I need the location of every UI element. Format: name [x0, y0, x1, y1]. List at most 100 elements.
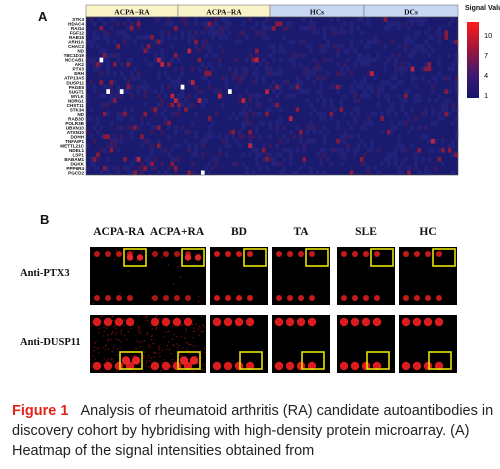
heatmap-cell [187, 129, 192, 135]
heatmap-cell [177, 111, 181, 117]
background-speckle [161, 318, 163, 320]
background-speckle [149, 325, 152, 327]
heatmap-cell [403, 156, 408, 162]
background-speckle [169, 365, 172, 368]
heatmap-cell [437, 71, 442, 76]
heatmap-cell [343, 129, 347, 135]
heatmap-cell [265, 66, 269, 72]
heatmap-cell [217, 26, 222, 31]
heatmap-cell [403, 93, 408, 99]
heatmap-cell [315, 111, 320, 117]
heatmap-cell [207, 44, 212, 49]
heatmap-cell [96, 129, 100, 135]
heatmap-cell [451, 66, 455, 72]
heatmap-cell [447, 75, 452, 81]
heatmap-cell [424, 48, 428, 54]
heatmap-cell [390, 120, 394, 126]
background-speckle [123, 324, 126, 327]
heatmap-cell [309, 21, 313, 27]
heatmap-cell [261, 57, 266, 63]
heatmap-cell [173, 129, 178, 135]
heatmap-cell [153, 125, 158, 130]
heatmap-cell [89, 161, 93, 167]
background-speckle [191, 370, 193, 373]
control-spot [127, 295, 133, 301]
heatmap-cell [278, 152, 283, 158]
control-spot [150, 317, 160, 327]
heatmap-cell [136, 71, 141, 76]
heatmap-cell [92, 21, 97, 27]
heatmap-cell [312, 138, 317, 144]
heatmap-cell [255, 129, 259, 135]
heatmap-cell [336, 89, 340, 94]
heatmap-cell [244, 165, 249, 171]
heatmap-cell [160, 84, 164, 90]
heatmap-cell [251, 147, 256, 153]
heatmap-cell [228, 143, 232, 149]
heatmap-cell [268, 125, 273, 130]
heatmap-cell [167, 165, 171, 171]
heatmap-cell [376, 147, 381, 153]
heatmap-cell [400, 98, 405, 103]
background-speckle [105, 359, 108, 362]
heatmap-cell [190, 152, 195, 158]
background-speckle [114, 325, 116, 327]
heatmap-cell [116, 93, 121, 99]
heatmap-cell [86, 62, 90, 67]
background-speckle [101, 315, 104, 317]
heatmap-cell [322, 111, 327, 117]
heatmap-cell [302, 147, 307, 153]
control-spot [247, 251, 253, 257]
background-speckle [155, 328, 157, 330]
heatmap-cell [288, 93, 293, 99]
heatmap-cell [116, 89, 121, 94]
column-label: HC [419, 226, 437, 238]
heatmap-cell [268, 152, 273, 158]
background-speckle [161, 256, 164, 259]
background-speckle [130, 355, 133, 357]
heatmap-cell [89, 107, 93, 112]
heatmap-cell [96, 66, 100, 72]
heatmap-cell-mid [160, 62, 165, 67]
control-spot [403, 251, 409, 257]
heatmap-cell [228, 66, 232, 72]
heatmap-cell [92, 165, 97, 171]
background-speckle [140, 252, 143, 254]
heatmap-cell-mid [170, 93, 175, 99]
target-highlight-box [239, 351, 263, 370]
heatmap-gene-labels: STK3HDAC4RAI14FGF12RAB15ARH1ACHAC2NDTBC1… [60, 17, 84, 175]
heatmap-cell [251, 134, 256, 139]
heatmap-cell [299, 165, 303, 171]
background-speckle [171, 358, 174, 361]
heatmap-cell [322, 35, 327, 40]
heatmap-cell [272, 102, 276, 108]
heatmap-cell [194, 111, 198, 117]
gene-label: TNFAIP1 [65, 139, 84, 144]
heatmap-cell [129, 129, 134, 135]
heatmap-cell [113, 80, 117, 85]
heatmap-cell [187, 93, 192, 99]
control-spot [296, 317, 306, 327]
background-speckle [148, 356, 150, 358]
heatmap-cell [194, 21, 198, 27]
heatmap-cell [157, 39, 161, 45]
heatmap-cell [339, 138, 344, 144]
background-speckle [177, 347, 179, 349]
heatmap-cell [265, 111, 269, 117]
control-spot [183, 317, 193, 327]
heatmap-cell [109, 147, 114, 153]
heatmap-cell [343, 111, 347, 117]
heatmap-cell [224, 138, 229, 144]
heatmap-cell [400, 102, 405, 108]
heatmap-cell [241, 30, 246, 36]
heatmap-cell [366, 120, 371, 126]
background-speckle [193, 327, 195, 329]
heatmap-cell [329, 26, 334, 31]
heatmap-cell [207, 48, 212, 54]
heatmap-cell [89, 57, 93, 63]
heatmap-cell [383, 26, 388, 31]
heatmap-cell [299, 62, 303, 67]
heatmap-cell [356, 107, 361, 112]
heatmap-cell [393, 71, 398, 76]
background-speckle [191, 323, 194, 326]
